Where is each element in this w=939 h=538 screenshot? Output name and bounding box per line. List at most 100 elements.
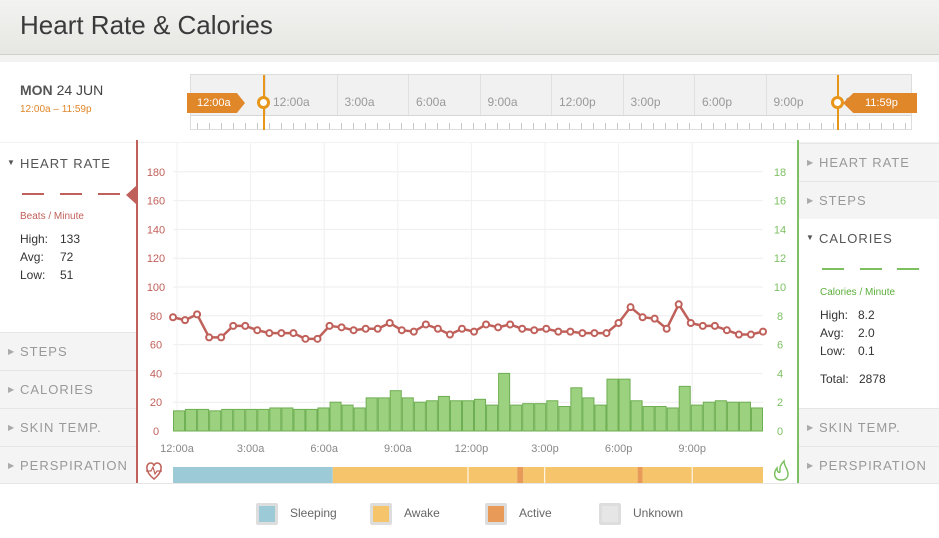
calories-heading[interactable]: ▼ CALORIES: [806, 231, 893, 246]
timeline-tick: [653, 123, 654, 129]
y-right-tick-label: 14: [774, 224, 786, 236]
calories-bar: [570, 387, 583, 432]
stat-label: Avg:: [820, 326, 844, 340]
timeline-tick: [593, 123, 594, 129]
date-day: MON: [20, 82, 53, 98]
timeline-tick: [905, 123, 906, 129]
timeline-tick: [365, 123, 366, 129]
timeline-end-handle[interactable]: [831, 96, 844, 109]
heart-rate-legend-dash: [22, 193, 44, 195]
calories-bar: [486, 404, 499, 432]
timeline-tick: [509, 123, 510, 129]
heart-rate-point: [506, 320, 515, 329]
stat-value: 2.0: [858, 326, 875, 340]
legend-awake: Awake: [370, 502, 440, 525]
calories-bar: [245, 408, 258, 432]
stat-value: 2878: [859, 372, 886, 386]
timeline-end-flag[interactable]: 11:59p: [843, 93, 917, 113]
calories-bar: [305, 408, 318, 432]
timeline-hour-label: 6:00p: [702, 95, 733, 109]
calories-bar: [630, 400, 643, 432]
sidebar-item-label: SKIN TEMP.: [20, 420, 102, 435]
calories-bar: [510, 404, 523, 432]
swatch-awake: [370, 502, 392, 525]
activity-band-segment: [332, 467, 518, 483]
activity-legend: Sleeping Awake Active Unknown: [0, 483, 939, 538]
swatch-active: [485, 502, 507, 525]
activity-band-segment: [642, 467, 763, 483]
timeline-tick: [713, 123, 714, 129]
calories-bar: [714, 400, 727, 432]
timeline-tick: [413, 123, 414, 129]
sidebar-item-label: STEPS: [20, 344, 68, 359]
chart-area: 12:00a 3:00a 6:00a 9:00a 12:00p 3:00p 6:00p 9:0…: [136, 143, 799, 483]
heart-rate-legend-dash: [60, 193, 82, 195]
page-title: Heart Rate & Calories: [20, 10, 273, 40]
stat-label: Low:: [820, 344, 846, 358]
swatch-unknown: [599, 502, 621, 525]
heart-rate-point: [409, 327, 418, 336]
calories-bar: [461, 400, 475, 432]
calories-bar: [642, 406, 655, 432]
calories-bar: [197, 408, 210, 432]
calories-bar: [437, 395, 450, 432]
sidebar-item-steps[interactable]: ▶ STEPS: [799, 181, 939, 219]
y-right-tick-label: 10: [774, 282, 786, 294]
timeline-start-handle[interactable]: [257, 96, 270, 109]
heart-rate-point: [614, 319, 623, 327]
timeline-tick: [881, 123, 882, 129]
sidebar-item-label: STEPS: [819, 193, 867, 208]
sidebar-item-calories[interactable]: ▶ CALORIES: [0, 370, 136, 408]
calories-bar: [606, 378, 619, 432]
y-right-tick-label: 8: [777, 311, 783, 323]
heart-rate-point: [710, 321, 719, 330]
y-right-tick-label: 16: [774, 196, 786, 208]
sidebar-item-skin-temp[interactable]: ▶ SKIN TEMP.: [0, 408, 136, 446]
stat-total: Total: 2878: [820, 372, 886, 386]
heart-rate-calories-chart: 12:00a 3:00a 6:00a 9:00a 12:00p 3:00p 6:00p 9:0…: [146, 143, 789, 483]
sidebar-item-perspiration[interactable]: ▶ PERSPIRATION: [0, 446, 136, 484]
heart-rate-point: [217, 333, 226, 342]
timeline-tick: [389, 123, 390, 129]
right-sidebar: ▶ HEART RATE ▶ STEPS ▼ CALORIES Calories /…: [799, 143, 939, 484]
stat-low: Low: 51: [20, 268, 73, 282]
timeline-start-flag[interactable]: 12:00a: [187, 93, 245, 113]
stat-avg: Avg: 2.0: [820, 326, 875, 340]
calories-bar: [425, 400, 438, 432]
heart-rate-point: [530, 326, 539, 335]
heart-rate-unit: Beats / Minute: [20, 211, 84, 222]
y-right-tick-label: 6: [777, 340, 783, 352]
timeline-tick: [353, 123, 354, 129]
x-tick-label: 3:00p: [531, 443, 559, 455]
calories-unit: Calories / Minute: [820, 287, 896, 298]
timeline-hour-label: 12:00p: [559, 95, 596, 109]
calories-bar: [317, 407, 330, 432]
calories-bar: [618, 378, 631, 432]
timeline-tick: [845, 123, 846, 129]
timeline-tick: [689, 123, 690, 129]
heart-rate-point: [590, 329, 599, 338]
sidebar-item-skin-temp[interactable]: ▶ SKIN TEMP.: [799, 408, 939, 446]
calories-bar: [498, 372, 511, 432]
y-left-tick-label: 40: [150, 368, 162, 380]
calories-bar: [522, 403, 535, 432]
timeline-hour-label: 3:00a: [344, 95, 375, 109]
timeline-tick: [833, 123, 834, 129]
y-right-tick-label: 18: [774, 167, 786, 179]
heart-rate-point: [361, 324, 370, 333]
calories-bar: [269, 407, 282, 432]
sidebar-item-perspiration[interactable]: ▶ PERSPIRATION: [799, 446, 939, 484]
y-left-tick-label: 0: [153, 426, 159, 438]
sidebar-item-heart-rate[interactable]: ▶ HEART RATE: [799, 143, 939, 181]
heart-rate-heading-label: HEART RATE: [20, 156, 111, 171]
heartbeat-icon: [146, 465, 162, 476]
sidebar-item-steps[interactable]: ▶ STEPS: [0, 332, 136, 370]
heart-rate-point: [205, 333, 214, 342]
stat-low: Low: 0.1: [820, 344, 875, 358]
heart-rate-point: [554, 327, 563, 336]
calories-bar: [582, 397, 595, 432]
heart-rate-point: [686, 319, 695, 327]
heart-rate-heading[interactable]: ▼ HEART RATE: [7, 156, 111, 171]
y-right-tick-label: 12: [774, 253, 786, 265]
timeline-slider[interactable]: 12:00a 3:00a 6:00a 9:00a 12:00p 3:00p 6:00p 9:0…: [187, 74, 917, 130]
